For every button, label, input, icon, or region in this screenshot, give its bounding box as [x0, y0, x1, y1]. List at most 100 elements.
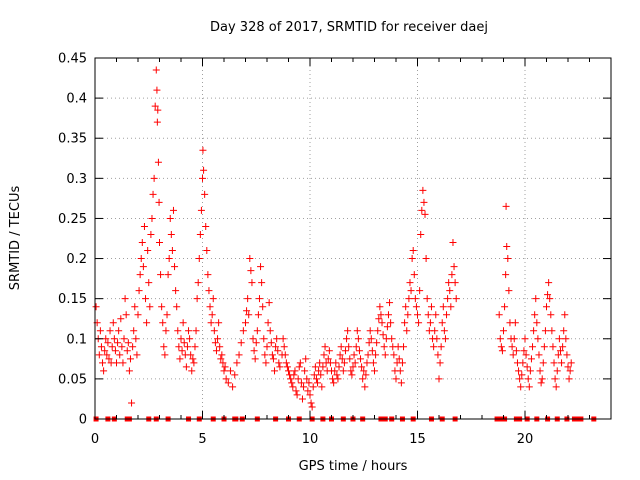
data-point	[317, 371, 325, 379]
data-point	[521, 335, 529, 343]
data-point	[215, 319, 223, 327]
data-point	[523, 363, 531, 371]
data-point	[259, 303, 267, 311]
data-point	[346, 355, 354, 363]
data-point	[354, 335, 362, 343]
data-point	[547, 311, 555, 319]
axis-ticks: 0 0.05 0.1 0.15 0.2 0.25 0.3 0.35 0.4 0.45 0 5 10 15 2…	[58, 52, 611, 447]
data-point	[447, 303, 455, 311]
data-point	[288, 379, 296, 387]
y-tick-label: 0.05	[58, 372, 87, 387]
data-point	[243, 307, 251, 315]
data-point	[272, 343, 280, 351]
data-point	[529, 343, 537, 351]
data-point	[150, 174, 158, 182]
data-point	[134, 311, 142, 319]
data-point	[133, 351, 141, 359]
data-point	[196, 230, 204, 238]
data-point	[360, 367, 368, 375]
data-point	[209, 295, 217, 303]
data-point	[208, 311, 216, 319]
data-point	[373, 339, 381, 347]
data-point	[441, 335, 449, 343]
data-point	[154, 106, 162, 114]
data-point	[545, 279, 553, 287]
data-point	[261, 351, 269, 359]
data-point	[369, 359, 377, 367]
data-point	[294, 375, 302, 383]
data-point	[171, 263, 179, 271]
data-point	[166, 214, 174, 222]
y-tick-label: 0.25	[58, 212, 87, 227]
data-point	[268, 351, 276, 359]
data-point	[131, 303, 139, 311]
data-point	[175, 343, 183, 351]
x-tick-label: 0	[91, 432, 99, 447]
data-point	[381, 351, 389, 359]
data-point	[362, 371, 370, 379]
data-point	[314, 379, 322, 387]
data-point	[496, 335, 504, 343]
data-point	[344, 327, 352, 335]
data-point	[97, 343, 105, 351]
data-point	[383, 323, 391, 331]
data-point	[194, 279, 202, 287]
data-point	[130, 327, 138, 335]
data-point	[99, 359, 107, 367]
y-tick-label: 0.1	[66, 332, 87, 347]
data-point	[438, 319, 446, 327]
data-point	[249, 335, 257, 343]
data-point	[405, 295, 413, 303]
data-point	[311, 363, 319, 371]
data-point	[109, 319, 117, 327]
y-tick-label: 0.3	[66, 172, 87, 187]
data-point	[396, 367, 404, 375]
data-point	[390, 351, 398, 359]
data-point	[508, 343, 516, 351]
data-point	[380, 343, 388, 351]
data-point	[331, 367, 339, 375]
data-point	[199, 174, 206, 182]
data-point	[363, 359, 371, 367]
data-point	[404, 311, 412, 319]
data-point	[332, 359, 340, 367]
data-point	[421, 210, 429, 218]
x-axis-label: GPS time / hours	[299, 459, 408, 474]
data-point	[302, 355, 310, 363]
data-point	[384, 311, 392, 319]
data-point	[526, 367, 534, 375]
data-point	[402, 303, 410, 311]
data-point	[190, 359, 198, 367]
data-point	[222, 375, 230, 383]
data-point	[165, 255, 173, 263]
data-point	[168, 247, 176, 255]
data-point	[266, 327, 274, 335]
data-point	[162, 327, 170, 335]
data-point	[414, 311, 421, 319]
data-point	[301, 367, 309, 375]
data-point	[139, 263, 147, 271]
data-point	[187, 351, 195, 359]
data-point	[316, 359, 324, 367]
data-point	[525, 383, 533, 391]
data-point	[297, 379, 305, 387]
data-point	[517, 383, 525, 391]
data-point	[397, 379, 405, 387]
data-point	[271, 367, 279, 375]
data-point	[298, 395, 306, 403]
data-point	[386, 299, 394, 307]
data-point	[424, 311, 432, 319]
data-point	[516, 375, 524, 383]
data-point	[195, 255, 203, 263]
data-point	[337, 343, 345, 351]
data-point	[359, 375, 367, 383]
data-point	[104, 339, 112, 347]
data-point	[518, 371, 526, 379]
data-point	[309, 383, 317, 391]
data-point	[345, 343, 353, 351]
data-point	[216, 343, 224, 351]
data-point	[119, 359, 127, 367]
data-point	[426, 319, 434, 327]
data-point	[201, 190, 209, 198]
data-point	[546, 295, 554, 303]
